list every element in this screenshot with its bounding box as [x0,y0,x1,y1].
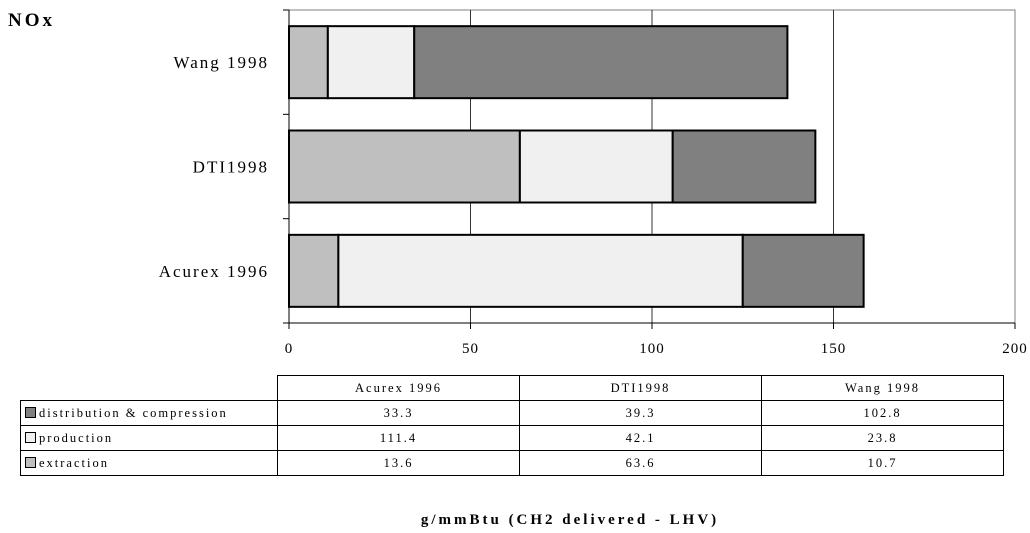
x-tick-label: 200 [1002,341,1028,357]
table-col-header: DTI1998 [519,375,762,401]
table-row-header: extraction [20,450,278,476]
table-row-header: production [20,425,278,451]
legend-swatch-distribution [25,406,36,418]
bar-segment [288,233,340,308]
y-category-label: Acurex 1996 [159,262,269,281]
table-col-header: Acurex 1996 [277,375,520,401]
table-cell: 33.3 [277,400,520,426]
chart-title: NOx [8,10,55,31]
table-cell: 13.6 [277,450,520,476]
legend-label: production [39,430,114,445]
y-category-label: DTI1998 [193,158,269,177]
legend-label: distribution & compression [39,405,228,420]
bar-segment [326,25,416,100]
legend-swatch-extraction [25,456,36,468]
table-row-header: distribution & compression [20,400,278,426]
table-cell: 42.1 [519,425,762,451]
x-tick-label: 0 [285,341,294,357]
x-axis-label: g/mmBtu (CH2 delivered - LHV) [420,512,720,528]
bar-segment [671,129,817,204]
bar-segment [518,129,674,204]
table-cell: 23.8 [761,425,1004,451]
table-corner [21,376,278,401]
table-cell: 39.3 [519,400,762,426]
bar-segment [288,129,521,204]
legend-label: extraction [39,455,109,470]
x-tick-label: 100 [639,341,665,357]
bar-segment [413,25,789,100]
table-cell: 63.6 [519,450,762,476]
legend-swatch-production [25,431,36,443]
table-row: production 111.4 42.1 23.8 [20,425,1004,451]
table-cell: 102.8 [761,400,1004,426]
x-tick-label: 50 [462,341,479,357]
table-cell: 10.7 [761,450,1004,476]
stacked-bar-chart: 0 50 100 150 200 Acurex 1996 DTI1998 Wang 1998 [159,9,1028,357]
x-tick-label: 150 [821,341,847,357]
table-header-row: Acurex 1996 DTI1998 Wang 1998 [21,375,1004,401]
table-row: distribution & compression 33.3 39.3 102… [20,400,1004,426]
bar-segment [741,233,865,308]
table-row: extraction 13.6 63.6 10.7 [20,450,1004,476]
bar-segment [337,233,744,308]
y-category-label: Wang 1998 [174,53,269,72]
table-cell: 111.4 [277,425,520,451]
table-col-header: Wang 1998 [761,375,1004,401]
bar-segment [288,25,329,100]
data-table: Acurex 1996 DTI1998 Wang 1998 distributi… [20,375,1004,476]
